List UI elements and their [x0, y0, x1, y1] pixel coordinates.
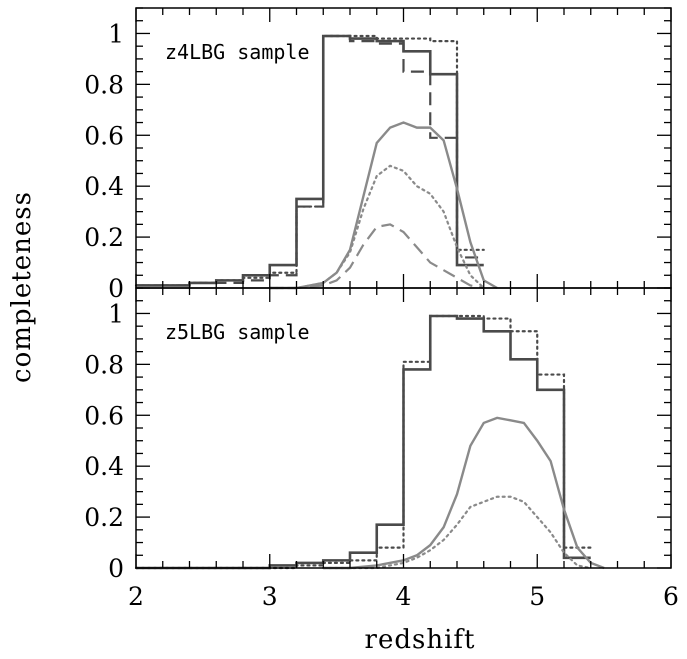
top-series-dashed-gray-curve — [269, 223, 484, 290]
bottom-y-tick-label: 1 — [108, 299, 124, 328]
top-y-tick-label: 0.6 — [84, 121, 124, 150]
bottom-y-tick-label: 0.6 — [84, 401, 124, 430]
bottom-y-tick-label: 0.2 — [84, 503, 124, 532]
top-y-tick-label: 0.2 — [84, 223, 124, 252]
bottom-series-dotted-gray-curve — [322, 495, 592, 570]
bottom-panel-annotation: z5LBG sample — [165, 320, 310, 344]
x-tick-label: 2 — [128, 582, 144, 611]
top-y-tick-label: 0 — [108, 274, 124, 303]
bottom-panel-frame — [135, 287, 672, 569]
x-axis-title: redshift — [365, 625, 476, 655]
x-tick-label: 6 — [663, 582, 679, 611]
top-series-dotted-dark-step — [134, 34, 485, 287]
bottom-y-tick-label: 0.4 — [84, 452, 124, 481]
top-series-dashed-dark-step — [136, 34, 484, 287]
top-panel-annotation: z4LBG sample — [165, 40, 310, 64]
x-tick-label: 5 — [529, 582, 545, 611]
y-axis-title: completeness — [7, 191, 37, 383]
x-tick-label: 4 — [396, 582, 412, 611]
top-y-tick-label: 0.8 — [84, 70, 124, 99]
top-panel-y-tick-labels: 0 0.2 0.4 0.6 0.8 1 — [84, 19, 124, 303]
top-y-tick-label: 1 — [108, 19, 124, 48]
bottom-panel: 0 0.2 0.4 0.6 0.8 1 z5LBG sample — [84, 287, 672, 583]
top-panel: 0 0.2 0.4 0.6 0.8 1 z4LBG sample — [84, 7, 672, 303]
x-tick-labels: 2 3 4 5 6 — [128, 582, 679, 611]
top-series-dotted-gray-curve — [268, 164, 485, 290]
bottom-y-tick-label: 0.8 — [84, 350, 124, 379]
bottom-y-tick-label: 0 — [108, 554, 124, 583]
top-y-tick-label: 0.4 — [84, 172, 124, 201]
x-tick-label: 3 — [262, 582, 278, 611]
bottom-panel-y-tick-labels: 0 0.2 0.4 0.6 0.8 1 — [84, 299, 124, 583]
